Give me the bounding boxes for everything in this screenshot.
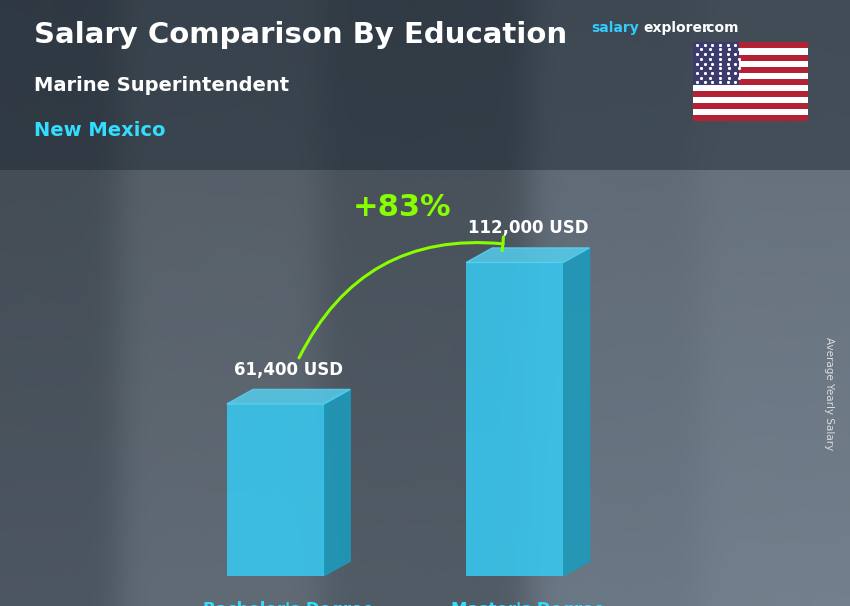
Bar [693,85,808,91]
Bar [693,109,808,115]
Bar [693,91,808,97]
Polygon shape [324,390,350,576]
Text: Salary Comparison By Education: Salary Comparison By Education [34,21,567,49]
Bar [693,73,808,79]
Polygon shape [466,248,590,262]
Bar [693,48,808,55]
Bar [693,55,808,61]
Bar [693,103,808,109]
Polygon shape [564,248,590,576]
Text: Marine Superintendent: Marine Superintendent [34,76,289,95]
Bar [693,97,808,103]
Text: 61,400 USD: 61,400 USD [234,361,343,379]
Bar [693,67,808,73]
Bar [693,42,739,85]
Bar [693,61,808,67]
Text: explorer: explorer [643,21,709,35]
Bar [693,115,808,121]
Text: Bachelor's Degree: Bachelor's Degree [203,601,374,606]
Text: +83%: +83% [354,193,452,222]
Bar [227,404,324,576]
Text: Average Yearly Salary: Average Yearly Salary [824,338,834,450]
Polygon shape [227,390,350,404]
Text: salary: salary [591,21,638,35]
Text: .com: .com [702,21,740,35]
Bar [693,42,808,48]
Text: New Mexico: New Mexico [34,121,166,140]
Text: Master's Degree: Master's Degree [450,601,605,606]
Bar [466,262,564,576]
Text: 112,000 USD: 112,000 USD [468,219,588,237]
Bar [693,79,808,85]
